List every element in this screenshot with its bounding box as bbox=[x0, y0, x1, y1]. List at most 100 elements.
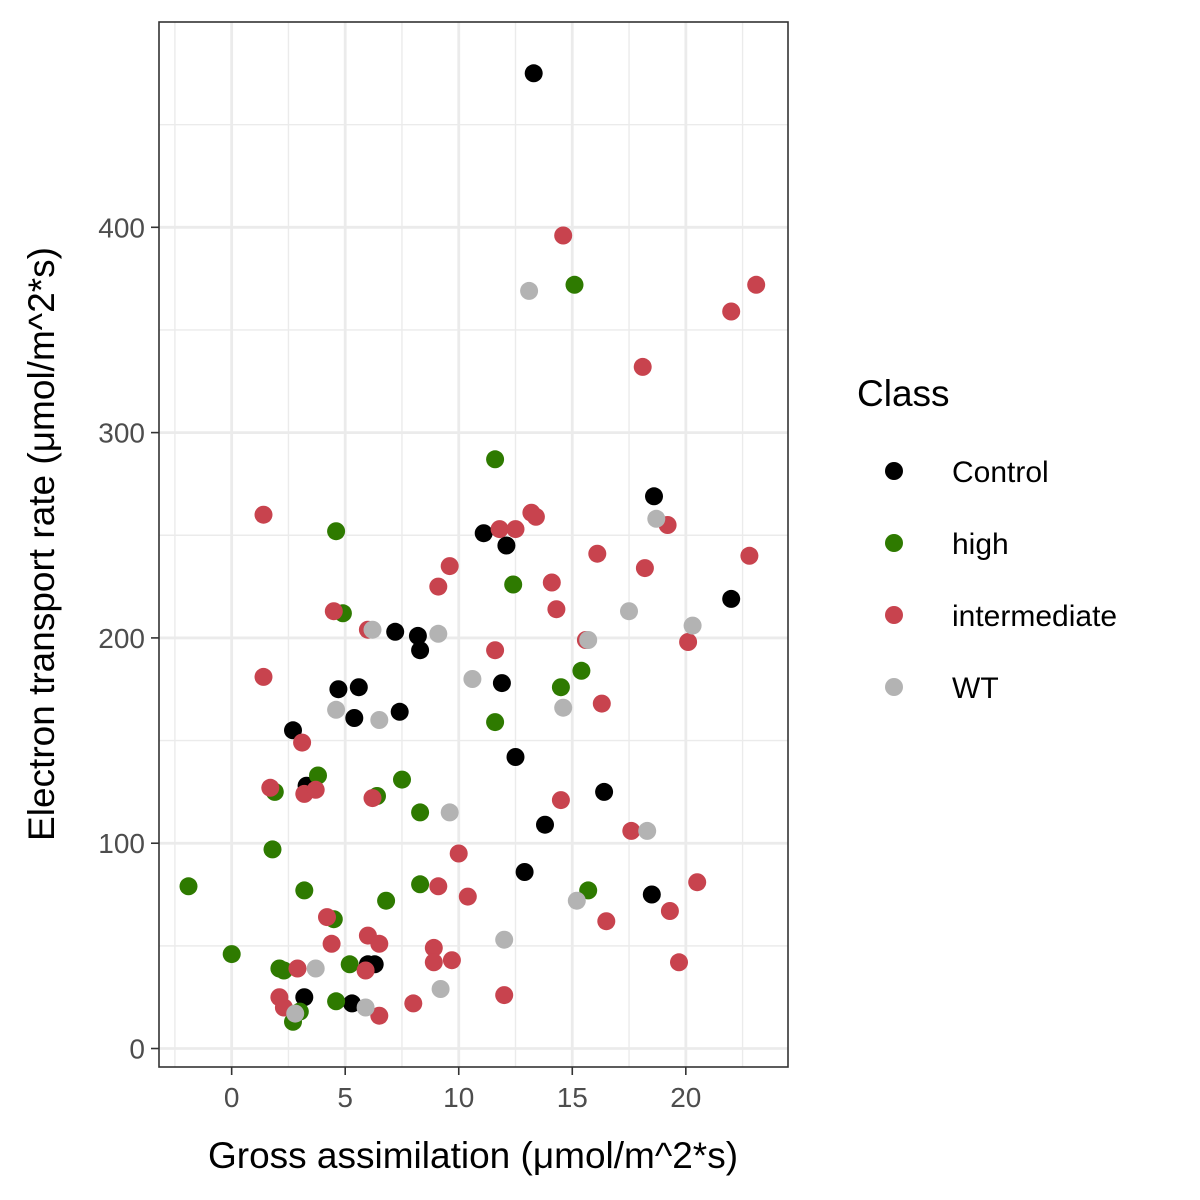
y-tick-label: 200 bbox=[98, 623, 145, 654]
data-point-wt bbox=[495, 930, 514, 949]
x-tick-label: 5 bbox=[337, 1082, 353, 1113]
x-tick-label: 15 bbox=[557, 1082, 588, 1113]
data-point-high bbox=[579, 881, 598, 900]
data-point-high bbox=[340, 955, 359, 974]
data-point-intermediate bbox=[363, 789, 382, 808]
data-point-intermediate bbox=[688, 873, 707, 892]
data-point-intermediate bbox=[293, 733, 312, 752]
data-point-control bbox=[515, 863, 534, 881]
data-point-wt bbox=[370, 711, 389, 729]
legend-key-control bbox=[885, 462, 903, 480]
data-point-intermediate bbox=[254, 505, 273, 524]
data-point-control bbox=[474, 524, 493, 543]
data-point-wt bbox=[683, 616, 702, 635]
y-tick-label: 0 bbox=[129, 1034, 145, 1065]
x-tick-label: 20 bbox=[670, 1082, 701, 1113]
data-point-wt bbox=[579, 631, 598, 649]
data-point-intermediate bbox=[306, 780, 325, 799]
x-tick-label: 0 bbox=[224, 1082, 240, 1113]
data-point-control bbox=[386, 622, 405, 641]
data-point-high bbox=[411, 875, 430, 894]
data-point-intermediate bbox=[542, 573, 561, 592]
data-point-intermediate bbox=[429, 577, 448, 596]
data-point-intermediate bbox=[254, 667, 273, 686]
data-point-intermediate bbox=[670, 953, 688, 972]
data-point-control bbox=[506, 748, 525, 766]
data-point-wt bbox=[286, 1004, 305, 1023]
data-point-wt bbox=[647, 509, 666, 528]
data-point-high bbox=[565, 275, 584, 294]
legend-label-intermediate: intermediate bbox=[952, 600, 1117, 633]
data-point-intermediate bbox=[722, 302, 741, 321]
data-point-control bbox=[645, 487, 663, 506]
data-point-intermediate bbox=[486, 641, 505, 660]
data-point-intermediate bbox=[261, 778, 280, 797]
data-point-wt bbox=[463, 670, 482, 688]
data-point-intermediate bbox=[370, 1006, 389, 1025]
data-point-high bbox=[263, 840, 282, 859]
data-point-intermediate bbox=[635, 559, 654, 578]
data-point-high bbox=[295, 881, 314, 900]
data-point-control bbox=[349, 678, 368, 697]
data-point-wt bbox=[440, 803, 459, 822]
legend-key-wt bbox=[885, 678, 903, 696]
data-point-wt bbox=[356, 998, 375, 1017]
data-point-intermediate bbox=[322, 934, 341, 953]
plot-panel-border bbox=[158, 21, 789, 1068]
y-axis-title: Electron transport rate (μmol/m^2*s) bbox=[21, 247, 62, 841]
data-point-control bbox=[492, 674, 511, 693]
plot-panel-background bbox=[159, 22, 788, 1067]
data-point-intermediate bbox=[495, 986, 514, 1005]
data-point-control bbox=[411, 641, 430, 660]
data-point-control bbox=[295, 988, 314, 1007]
data-point-control bbox=[595, 782, 614, 801]
data-point-intermediate bbox=[597, 912, 616, 931]
x-tick-label: 10 bbox=[443, 1082, 474, 1113]
data-point-intermediate bbox=[679, 633, 698, 651]
data-point-high bbox=[504, 575, 523, 594]
data-point-high bbox=[393, 770, 411, 789]
legend-items: Control high intermediate WT bbox=[885, 456, 1117, 705]
data-point-wt bbox=[567, 891, 586, 910]
data-points bbox=[179, 64, 766, 1031]
data-point-intermediate bbox=[588, 544, 607, 563]
data-point-high bbox=[572, 661, 591, 680]
data-point-intermediate bbox=[490, 520, 509, 539]
data-point-high bbox=[309, 766, 327, 785]
data-point-high bbox=[377, 891, 396, 910]
data-point-high bbox=[327, 522, 346, 541]
data-point-control bbox=[390, 702, 409, 721]
data-point-intermediate bbox=[551, 791, 570, 810]
data-point-control bbox=[408, 626, 427, 645]
legend-label-control: Control bbox=[952, 456, 1049, 489]
data-point-intermediate bbox=[660, 902, 679, 920]
data-point-intermediate bbox=[622, 821, 641, 840]
data-point-high bbox=[179, 877, 198, 896]
legend-label-high: high bbox=[952, 528, 1009, 561]
data-point-intermediate bbox=[356, 961, 375, 980]
y-tick-label: 100 bbox=[98, 828, 145, 859]
grid-lines bbox=[159, 22, 788, 1067]
data-point-wt bbox=[620, 602, 638, 621]
legend-key-intermediate bbox=[885, 606, 903, 624]
data-point-wt bbox=[638, 821, 657, 840]
data-point-control bbox=[343, 994, 361, 1013]
data-point-intermediate bbox=[424, 953, 443, 972]
data-point-intermediate bbox=[370, 934, 389, 953]
y-tick-label: 300 bbox=[98, 418, 145, 449]
data-point-intermediate bbox=[740, 546, 759, 565]
legend-label-wt: WT bbox=[952, 672, 999, 705]
data-point-intermediate bbox=[458, 887, 477, 906]
data-point-wt bbox=[554, 698, 573, 717]
data-point-wt bbox=[520, 281, 539, 300]
data-point-intermediate bbox=[429, 877, 448, 896]
data-point-control bbox=[329, 680, 348, 699]
data-point-intermediate bbox=[526, 507, 545, 526]
data-point-intermediate bbox=[404, 994, 423, 1013]
data-point-control bbox=[284, 721, 302, 740]
data-point-intermediate bbox=[324, 602, 343, 621]
data-point-control bbox=[497, 536, 516, 555]
data-point-intermediate bbox=[592, 694, 611, 713]
data-point-control bbox=[536, 815, 554, 834]
